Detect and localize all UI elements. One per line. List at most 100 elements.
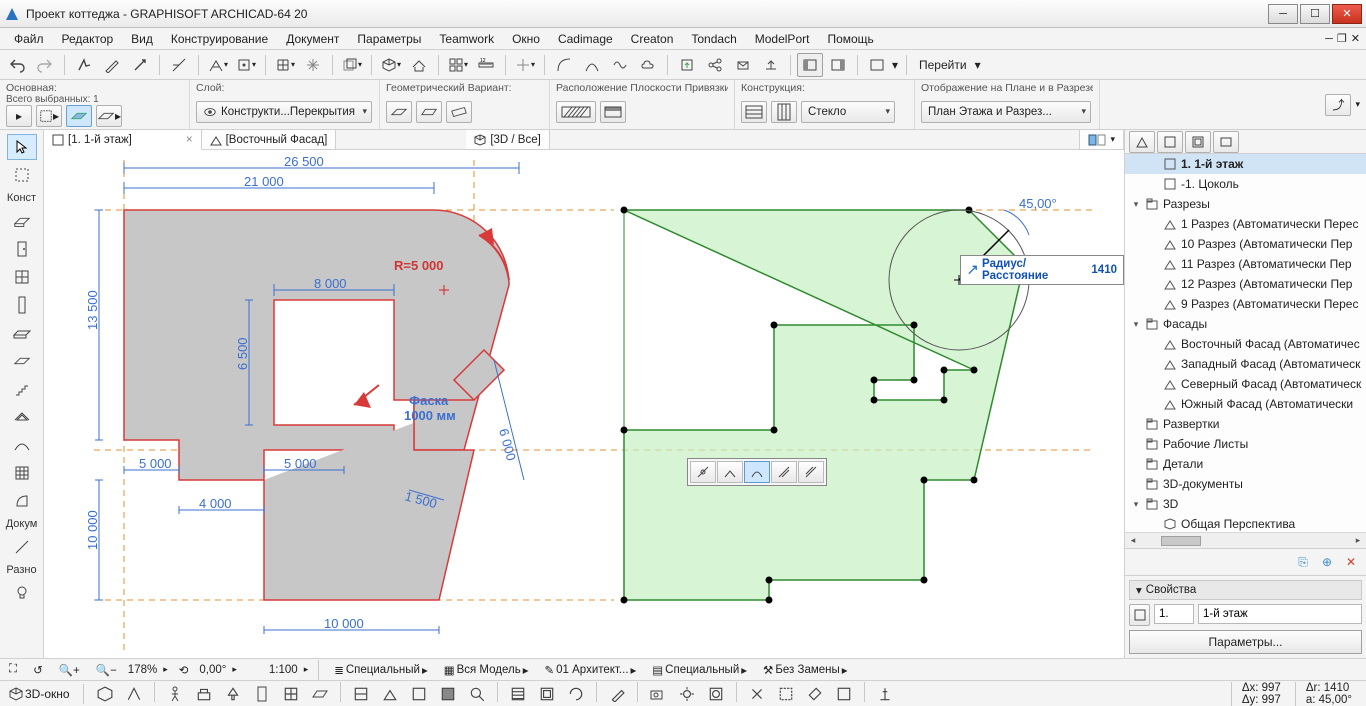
nav-copy-button[interactable]: ⊕ (1318, 553, 1336, 571)
tab-close-button[interactable]: × (186, 134, 193, 146)
arrow-tool[interactable] (7, 134, 37, 160)
constr-hatch-button[interactable] (741, 101, 767, 123)
plane-top-button[interactable] (600, 101, 626, 123)
draw-button[interactable] (99, 53, 125, 77)
filter-model[interactable]: ▦ Вся Модель ▸ (439, 661, 534, 679)
marquee-tool[interactable] (7, 162, 37, 188)
nav-item[interactable]: 9 Разрез (Автоматически Перес (1125, 294, 1366, 314)
share-button[interactable] (702, 53, 728, 77)
bt-ws[interactable] (435, 682, 461, 706)
menu-tondach[interactable]: Tondach (683, 30, 744, 48)
column-tool[interactable] (7, 292, 37, 318)
beam-tool[interactable] (7, 320, 37, 346)
nav-scrollbar[interactable]: ◂▸ (1125, 532, 1366, 548)
door-tool[interactable] (7, 236, 37, 262)
plane-hatch-button[interactable] (556, 101, 596, 123)
display-combo[interactable]: План Этажа и Разрез... (921, 101, 1091, 123)
upload-button[interactable] (758, 53, 784, 77)
mdi-minimize-button[interactable]: ─ (1325, 33, 1333, 45)
paneb-button[interactable] (825, 53, 851, 77)
nav-item[interactable]: 11 Разрез (Автоматически Пер (1125, 254, 1366, 274)
bt-survey[interactable] (872, 682, 898, 706)
snap-button[interactable]: ▾ (205, 53, 231, 77)
bt-1[interactable] (92, 682, 118, 706)
prop-name-input[interactable] (1198, 604, 1362, 624)
menu-view[interactable]: Вид (123, 30, 161, 48)
bt-render[interactable] (703, 682, 729, 706)
nav-item[interactable]: Южный Фасад (Автоматически (1125, 394, 1366, 414)
bt-fill[interactable] (802, 682, 828, 706)
bt-walk[interactable] (162, 682, 188, 706)
menu-editor[interactable]: Редактор (54, 30, 122, 48)
nav-item[interactable]: -1. Цоколь (1125, 174, 1366, 194)
measure-button[interactable]: 12 (473, 53, 499, 77)
menu-design[interactable]: Конструирование (163, 30, 276, 48)
grid-button[interactable]: ▾ (272, 53, 298, 77)
filter-render[interactable]: ▤ Специальный ▸ (647, 661, 752, 679)
wall-tool[interactable] (7, 208, 37, 234)
undo-button[interactable] (4, 53, 30, 77)
morph-tool[interactable] (7, 488, 37, 514)
navigator-tree[interactable]: 1. 1-й этаж-1. Цоколь▾Разрезы1 Разрез (А… (1125, 154, 1366, 532)
lamp-tool[interactable] (7, 580, 37, 606)
prop-id-input[interactable] (1154, 604, 1194, 624)
mdi-restore-button[interactable]: ❐ (1337, 32, 1347, 45)
layer-combo[interactable]: Конструкти...Перекрытия (196, 101, 372, 123)
bt-x[interactable] (744, 682, 770, 706)
shell-tool[interactable] (7, 432, 37, 458)
trace-button[interactable]: ▾ (339, 53, 365, 77)
pet-move-node[interactable] (690, 461, 716, 483)
bt-win[interactable] (278, 682, 304, 706)
panea-button[interactable] (797, 53, 823, 77)
bt-sun[interactable] (674, 682, 700, 706)
bt-marker[interactable] (604, 682, 630, 706)
caret-icon[interactable]: ▾ (892, 58, 900, 72)
nav-item[interactable]: Восточный Фасад (Автоматичес (1125, 334, 1366, 354)
nav-item[interactable]: Западный Фасад (Автоматическ (1125, 354, 1366, 374)
nav-item[interactable]: 3D-документы (1125, 474, 1366, 494)
bt-cam[interactable] (645, 682, 671, 706)
zoom-in-button[interactable]: 🔍+ (54, 661, 85, 679)
slab-tool-icon[interactable] (66, 105, 92, 127)
publish-button[interactable] (674, 53, 700, 77)
tab-overview-button[interactable]: ▾ (1079, 130, 1124, 149)
curtain-tool[interactable] (7, 460, 37, 486)
tab-floor-plan[interactable]: [1. 1-й этаж] × (44, 130, 202, 150)
close-button[interactable]: ✕ (1332, 4, 1362, 24)
goto-caret-icon[interactable]: ▾ (975, 58, 983, 72)
maximize-button[interactable]: ☐ (1300, 4, 1330, 24)
bt-sect[interactable] (348, 682, 374, 706)
nav-item[interactable]: ▾Фасады (1125, 314, 1366, 334)
pet-curve-edge[interactable] (744, 461, 770, 483)
bt-door[interactable] (249, 682, 275, 706)
minimize-button[interactable]: ─ (1268, 4, 1298, 24)
roof-button[interactable] (406, 53, 432, 77)
parameters-button[interactable]: Параметры... (1129, 630, 1362, 654)
menu-modelport[interactable]: ModelPort (747, 30, 818, 48)
mdi-close-button[interactable]: ✕ (1351, 32, 1360, 45)
nav-item[interactable]: Рабочие Листы (1125, 434, 1366, 454)
default-element-button[interactable]: ▸ (96, 105, 122, 127)
line-tool[interactable] (7, 534, 37, 560)
nav-view-tab[interactable] (1157, 131, 1183, 153)
bt-layout[interactable] (534, 682, 560, 706)
pick-button[interactable] (71, 53, 97, 77)
nav-item[interactable]: ▾Разрезы (1125, 194, 1366, 214)
curve3-button[interactable] (607, 53, 633, 77)
properties-header[interactable]: ▾Свойства (1129, 580, 1362, 600)
view3d-button[interactable]: 3D-окно (4, 685, 75, 703)
caret2-icon[interactable]: ▾ (1355, 99, 1360, 110)
nav-item[interactable]: Северный Фасад (Автоматическ (1125, 374, 1366, 394)
nav-item[interactable]: 10 Разрез (Автоматически Пер (1125, 234, 1366, 254)
constr-layers-button[interactable] (771, 101, 797, 123)
bt-bounds[interactable] (773, 682, 799, 706)
snap2-button[interactable]: ▾ (233, 53, 259, 77)
nav-layout-tab[interactable] (1185, 131, 1211, 153)
select-icon-button[interactable]: ▸ (36, 105, 62, 127)
menu-teamwork[interactable]: Teamwork (431, 30, 502, 48)
nav-item[interactable]: 1 Разрез (Автоматически Перес (1125, 214, 1366, 234)
redo-button[interactable] (32, 53, 58, 77)
nav-item[interactable]: Развертки (1125, 414, 1366, 434)
zoom-out-button[interactable]: 🔍− (91, 661, 122, 679)
curve2-button[interactable] (579, 53, 605, 77)
